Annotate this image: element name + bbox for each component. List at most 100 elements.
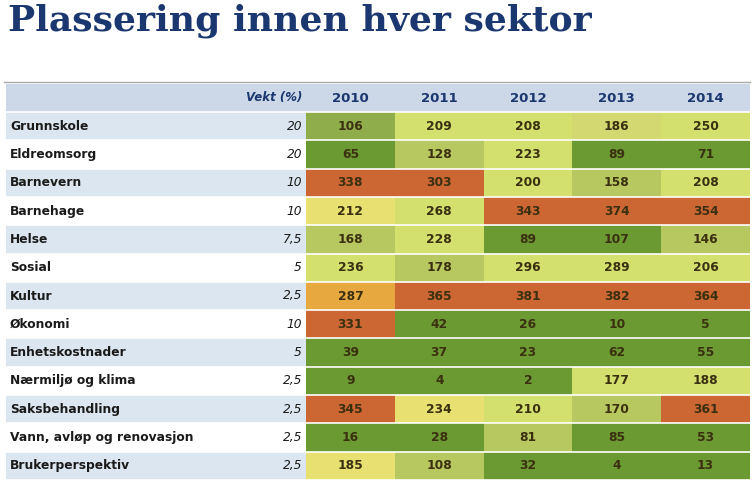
Bar [395, 423, 483, 452]
Bar [395, 338, 483, 367]
Text: 234: 234 [427, 403, 452, 416]
Text: 7,5: 7,5 [283, 233, 302, 246]
Text: 55: 55 [697, 346, 714, 359]
Text: 178: 178 [426, 261, 452, 274]
Text: 209: 209 [426, 120, 452, 133]
Text: 2: 2 [524, 375, 532, 388]
Text: 250: 250 [693, 120, 719, 133]
Bar [306, 254, 395, 282]
Bar [572, 282, 661, 310]
Bar [572, 310, 661, 338]
Text: Sosial: Sosial [10, 261, 51, 274]
Bar [306, 197, 395, 225]
Bar [483, 452, 572, 480]
Text: 85: 85 [608, 431, 625, 444]
Text: 206: 206 [693, 261, 719, 274]
Bar [306, 282, 395, 310]
Text: 2013: 2013 [599, 92, 635, 105]
Bar [572, 112, 661, 140]
Bar [661, 225, 750, 254]
Bar [661, 423, 750, 452]
Text: 28: 28 [431, 431, 448, 444]
Bar [306, 338, 395, 367]
Text: 16: 16 [342, 431, 359, 444]
Bar [6, 338, 306, 367]
Text: 2,5: 2,5 [283, 375, 302, 388]
Text: 223: 223 [515, 148, 541, 161]
Text: 65: 65 [342, 148, 359, 161]
Text: 338: 338 [338, 176, 363, 189]
Bar [661, 112, 750, 140]
Text: Brukerperspektiv: Brukerperspektiv [10, 459, 130, 472]
Bar [6, 452, 306, 480]
Bar [6, 423, 306, 452]
Bar [661, 254, 750, 282]
Bar [306, 169, 395, 197]
Text: 9: 9 [346, 375, 354, 388]
Bar [483, 197, 572, 225]
Bar [6, 367, 306, 395]
Bar [661, 367, 750, 395]
Text: 89: 89 [520, 233, 537, 246]
Bar [483, 423, 572, 452]
Text: 200: 200 [515, 176, 541, 189]
Text: Enhetskostnader: Enhetskostnader [10, 346, 127, 359]
Text: 106: 106 [338, 120, 363, 133]
Bar [661, 395, 750, 423]
Bar [395, 367, 483, 395]
Text: 26: 26 [520, 318, 537, 331]
Text: 81: 81 [520, 431, 537, 444]
Bar [6, 84, 750, 112]
Text: 345: 345 [338, 403, 363, 416]
Text: 296: 296 [515, 261, 541, 274]
Text: 354: 354 [693, 204, 719, 217]
Text: 268: 268 [427, 204, 452, 217]
Text: 5: 5 [294, 261, 302, 274]
Bar [572, 197, 661, 225]
Bar [661, 338, 750, 367]
Bar [661, 452, 750, 480]
Text: 343: 343 [515, 204, 541, 217]
Text: 13: 13 [697, 459, 714, 472]
Bar [395, 140, 483, 169]
Text: 177: 177 [604, 375, 630, 388]
Bar [483, 282, 572, 310]
Bar [395, 395, 483, 423]
Text: Barnehage: Barnehage [10, 204, 85, 217]
Bar [395, 310, 483, 338]
Bar [483, 254, 572, 282]
Text: 361: 361 [693, 403, 719, 416]
Text: 168: 168 [338, 233, 363, 246]
Text: 364: 364 [693, 290, 719, 303]
Bar [6, 225, 306, 254]
Bar [483, 112, 572, 140]
Text: 210: 210 [515, 403, 541, 416]
Text: Vann, avløp og renovasjon: Vann, avløp og renovasjon [10, 431, 194, 444]
Bar [6, 140, 306, 169]
Text: 208: 208 [515, 120, 541, 133]
Text: 228: 228 [426, 233, 452, 246]
Text: 62: 62 [608, 346, 625, 359]
Bar [572, 395, 661, 423]
Bar [6, 169, 306, 197]
Text: 146: 146 [693, 233, 719, 246]
Text: 42: 42 [431, 318, 448, 331]
Bar [6, 395, 306, 423]
Bar [661, 197, 750, 225]
Text: 2,5: 2,5 [283, 459, 302, 472]
Text: 2011: 2011 [421, 92, 458, 105]
Bar [395, 169, 483, 197]
Text: 2010: 2010 [332, 92, 369, 105]
Text: 2012: 2012 [510, 92, 547, 105]
Text: 2014: 2014 [687, 92, 724, 105]
Text: 303: 303 [427, 176, 452, 189]
Text: 2,5: 2,5 [283, 431, 302, 444]
Text: 236: 236 [338, 261, 363, 274]
Text: Kultur: Kultur [10, 290, 53, 303]
Text: 5: 5 [294, 346, 302, 359]
Text: Økonomi: Økonomi [10, 318, 71, 331]
Text: 4: 4 [435, 375, 443, 388]
Text: 10: 10 [287, 176, 302, 189]
Bar [6, 254, 306, 282]
Text: Nærmiljø og klima: Nærmiljø og klima [10, 375, 136, 388]
